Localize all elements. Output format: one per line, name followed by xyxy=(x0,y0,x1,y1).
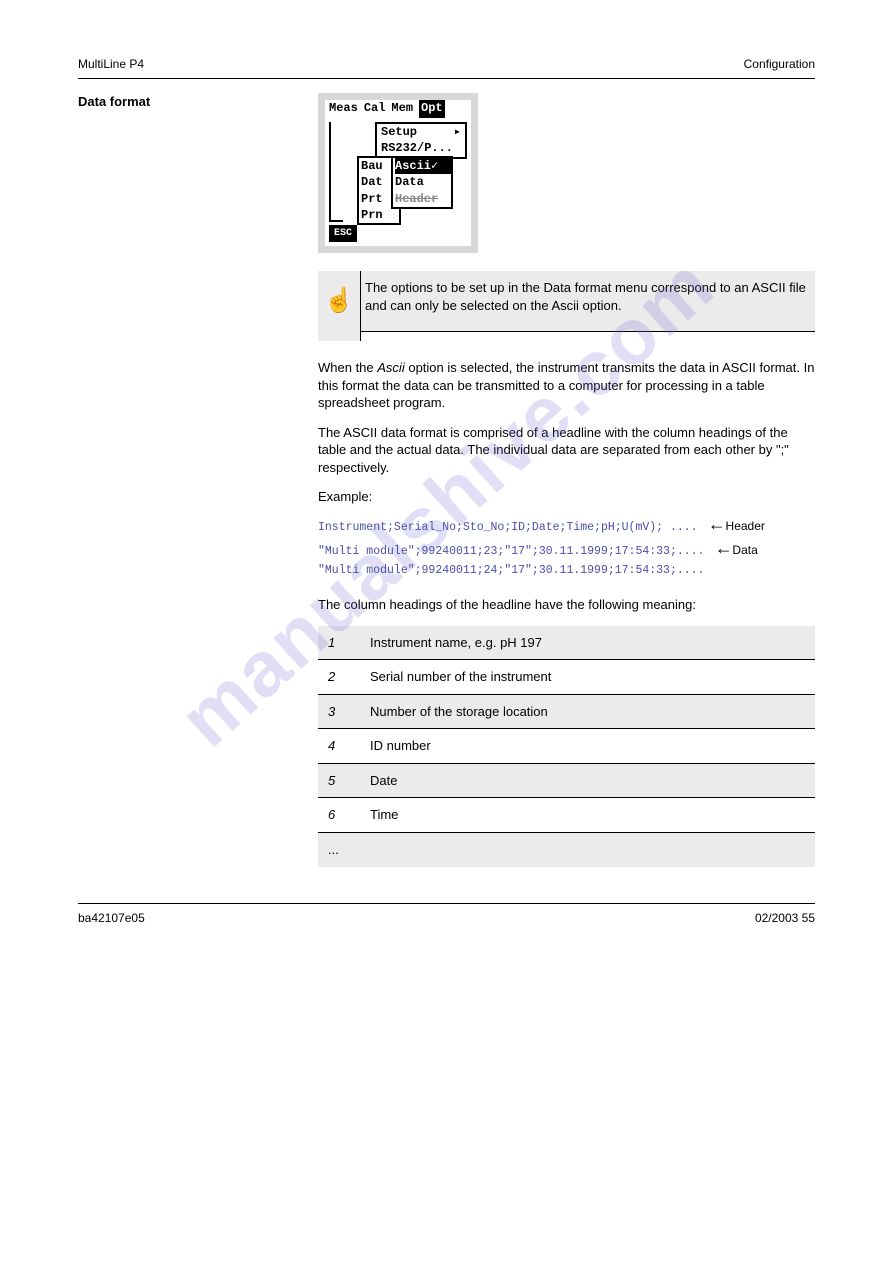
popup-setup: Setup▸ RS232/P... xyxy=(375,122,467,158)
arrow-left-icon: ← xyxy=(718,540,729,560)
popup-row: Prn xyxy=(361,207,399,223)
def-key: 5 xyxy=(328,773,335,788)
note-block: ☝ The options to be set up in the Data f… xyxy=(318,271,815,341)
def-key: 1 xyxy=(328,635,335,650)
footer-right: 02/2003 55 xyxy=(755,910,815,926)
esc-key-icon: ESC xyxy=(329,225,357,243)
def-val: Date xyxy=(360,764,815,798)
def-val: Instrument name, e.g. pH 197 xyxy=(360,626,815,660)
menu-item: Meas xyxy=(329,100,358,118)
header-rule xyxy=(78,78,815,79)
lcd-screenshot: Meas Cal Mem Opt Setup▸ RS232/P... Bau D… xyxy=(318,93,478,253)
page-footer: ba42107e05 02/2003 55 xyxy=(78,910,815,926)
ascii-sample: Instrument;Serial_No;Sto_No;ID;Date;Time… xyxy=(318,514,815,578)
menu-item: Mem xyxy=(391,100,413,118)
header-left: MultiLine P4 xyxy=(78,56,144,72)
popup-row-dim: Header xyxy=(395,191,451,207)
body-paragraph: Example: xyxy=(318,488,815,506)
def-key: 2 xyxy=(328,669,335,684)
info-icon: ☝ xyxy=(324,287,354,314)
def-key: 6 xyxy=(328,807,335,822)
note-text: The options to be set up in the Data for… xyxy=(361,271,815,331)
body-paragraph: The column headings of the headline have… xyxy=(318,596,815,614)
def-key: 4 xyxy=(328,738,335,753)
footer-rule xyxy=(78,903,815,904)
body-paragraph: When the Ascii option is selected, the i… xyxy=(318,359,815,412)
section-label-data-format: Data format xyxy=(78,93,318,111)
def-val: Time xyxy=(360,798,815,832)
arrow-left-icon: ← xyxy=(711,516,722,536)
def-ellipsis: ... xyxy=(318,833,815,867)
menu-item-selected: Opt xyxy=(419,100,445,118)
def-key: 3 xyxy=(328,704,335,719)
popup-row: Data xyxy=(395,174,451,190)
page-header: MultiLine P4 Configuration xyxy=(78,56,815,78)
definitions-table: 1 Instrument name, e.g. pH 197 2 Serial … xyxy=(318,626,815,867)
body-paragraph: The ASCII data format is comprised of a … xyxy=(318,424,815,477)
popup-format: Ascii✓ Data Header xyxy=(391,156,453,209)
footer-left: ba42107e05 xyxy=(78,910,145,926)
popup-row-selected: Ascii✓ xyxy=(395,158,451,174)
header-right: Configuration xyxy=(744,56,815,72)
def-val: Number of the storage location xyxy=(360,695,815,729)
def-val: Serial number of the instrument xyxy=(360,660,815,694)
popup-row: Setup xyxy=(381,124,417,140)
def-val: ID number xyxy=(360,729,815,763)
menu-item: Cal xyxy=(364,100,386,118)
popup-row: RS232/P... xyxy=(381,140,453,156)
